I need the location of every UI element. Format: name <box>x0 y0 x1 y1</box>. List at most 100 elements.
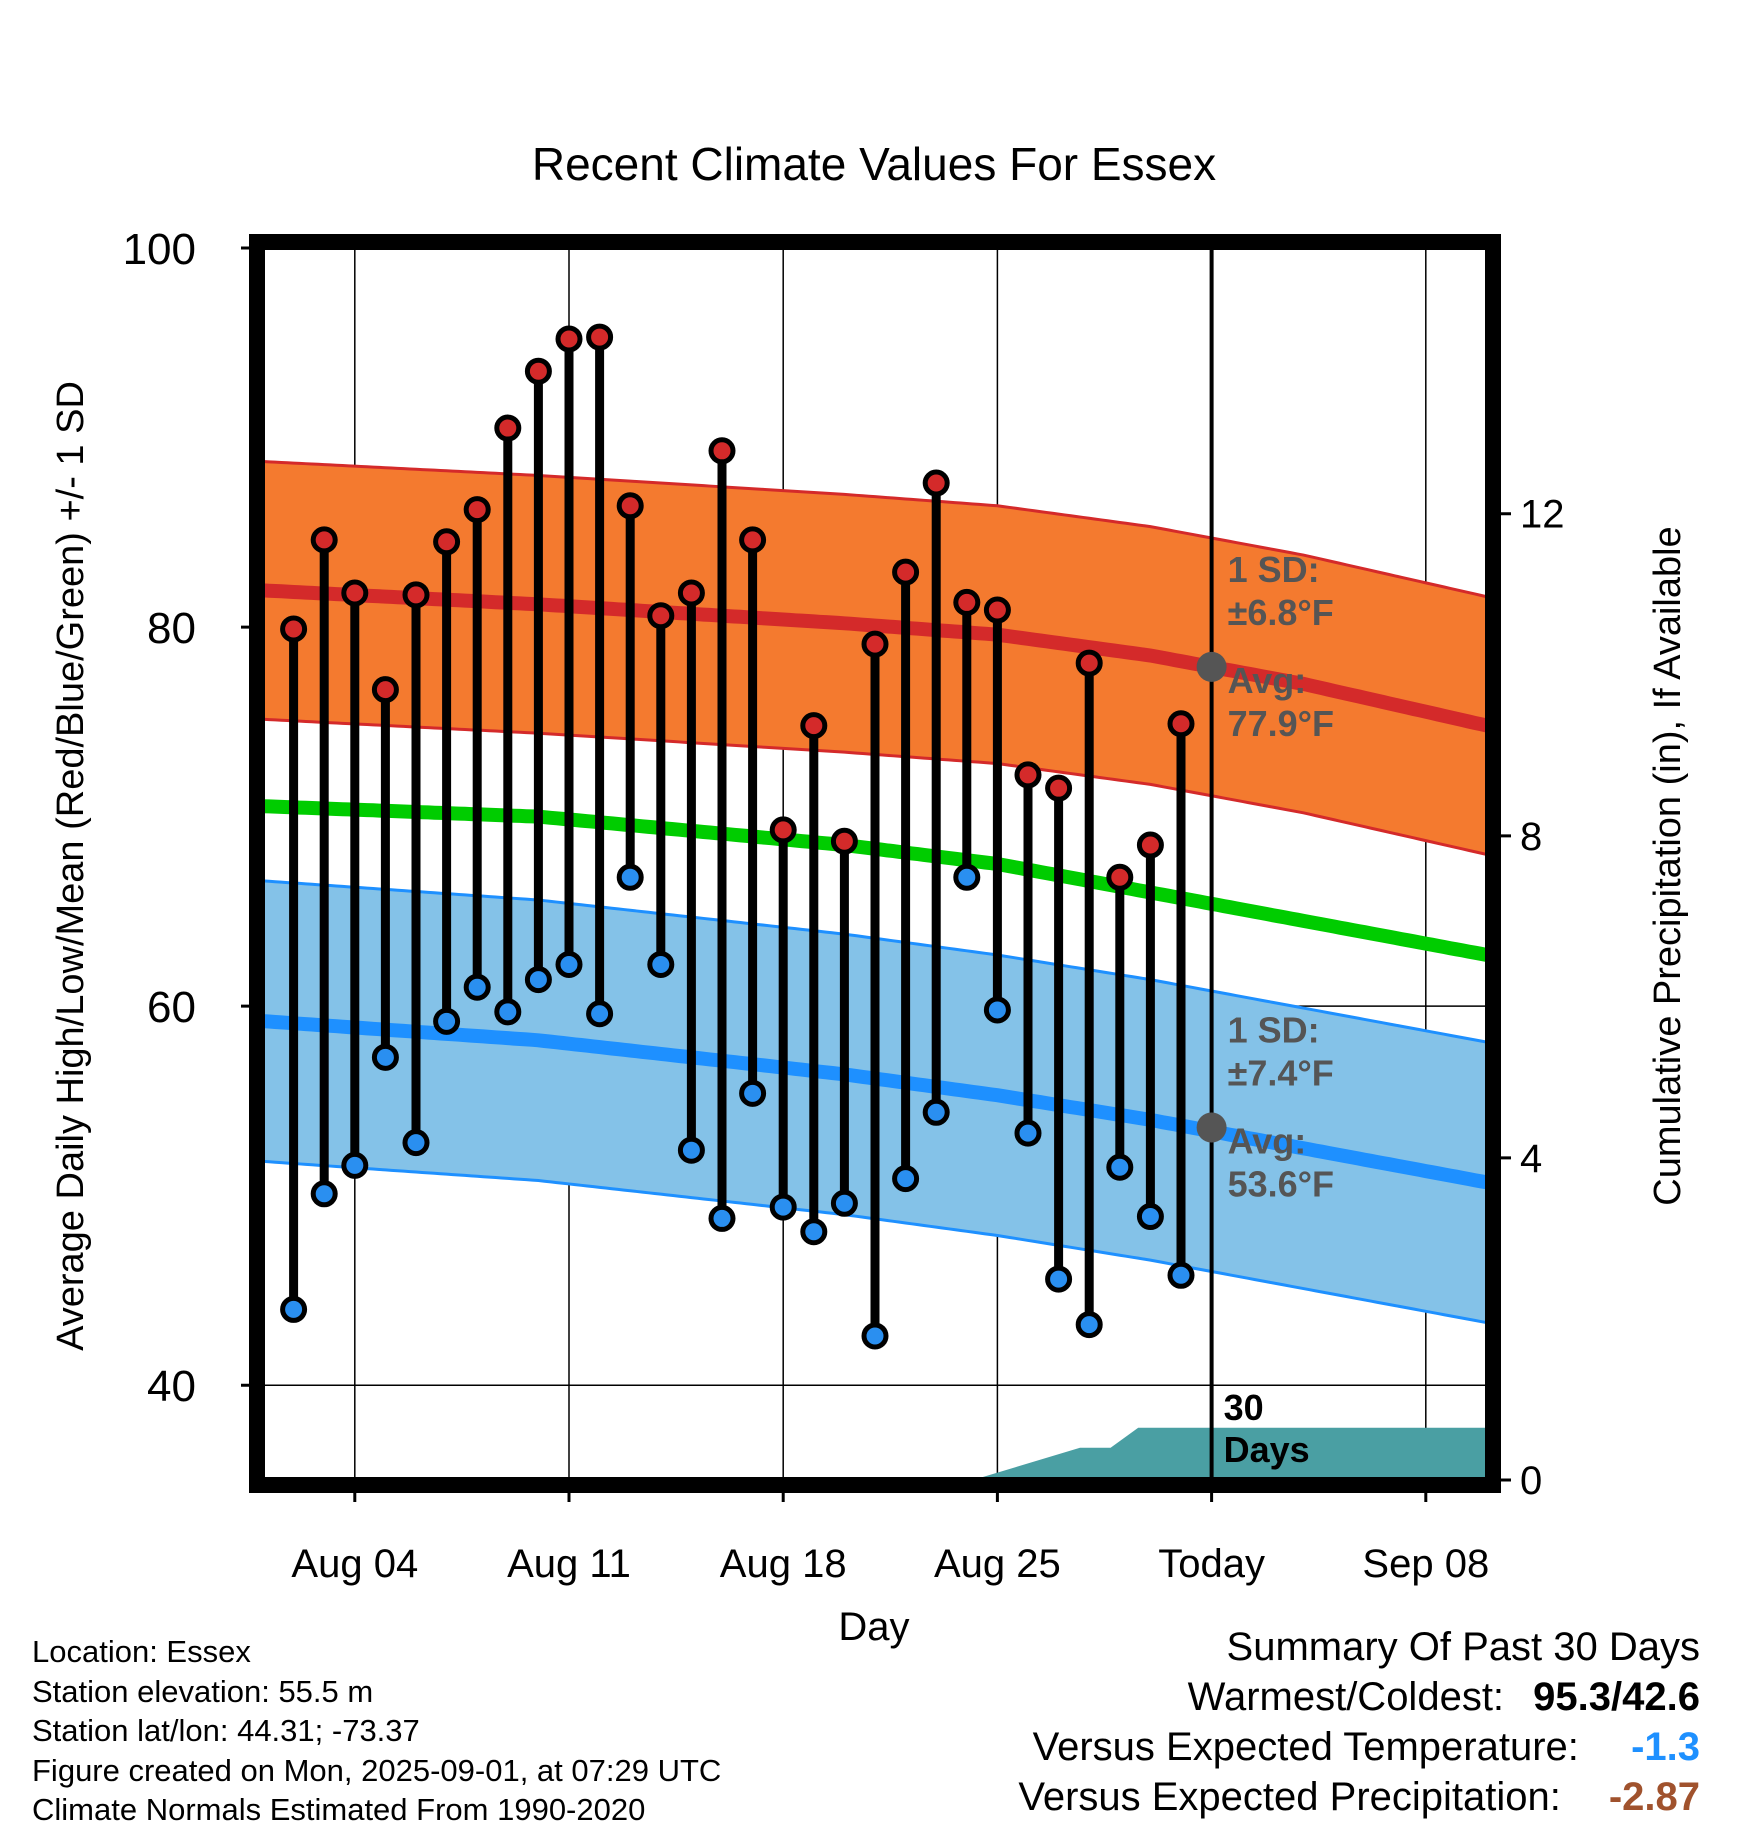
warmest-coldest-row: Warmest/Coldest: 95.3/42.6 <box>1018 1672 1700 1722</box>
daily-high-marker <box>402 581 430 609</box>
daily-high-marker <box>1106 863 1134 891</box>
daily-high-marker <box>1014 761 1042 789</box>
x-tick-label: Aug 11 <box>507 1542 631 1586</box>
daily-low-marker <box>647 950 675 978</box>
daily-low-marker <box>1014 1119 1042 1147</box>
daily-high-marker <box>494 414 522 442</box>
today-low-avg-marker <box>1196 1112 1227 1143</box>
daily-low-marker <box>463 973 491 1001</box>
daily-high-marker <box>524 357 552 385</box>
precipitation-area <box>972 1427 1487 1480</box>
x-tick-label: Aug 18 <box>720 1542 847 1586</box>
low-sd-value: ±7.4°F <box>1228 1052 1334 1093</box>
x-axis-label: Day <box>838 1605 909 1649</box>
daily-high-marker <box>953 588 981 616</box>
daily-high-marker <box>739 526 767 554</box>
daily-high-marker <box>861 630 889 658</box>
window-label-count: 30 <box>1224 1387 1264 1428</box>
daily-high-marker <box>586 323 614 351</box>
created-text: Figure created on Mon, 2025-09-01, at 07… <box>32 1752 722 1788</box>
y2-tick-label: 0 <box>1520 1459 1542 1503</box>
daily-high-marker <box>371 676 399 704</box>
cumulative-precip-area <box>972 1427 1487 1480</box>
low-avg-label: Avg: <box>1228 1120 1307 1161</box>
daily-high-marker <box>892 558 920 586</box>
daily-low-marker <box>983 996 1011 1024</box>
y-axis-label: Average Daily High/Low/Mean (Red/Blue/Gr… <box>50 381 92 1351</box>
daily-high-marker <box>433 528 461 556</box>
daily-range-bars <box>280 248 1214 1480</box>
high-avg-value: 77.9°F <box>1228 703 1334 744</box>
y2-tick-label: 12 <box>1520 493 1565 537</box>
daily-low-marker <box>1045 1265 1073 1293</box>
daily-low-marker <box>402 1129 430 1157</box>
normal-low-sd-band-lower-edge <box>263 1159 1487 1325</box>
high-avg-label: Avg: <box>1228 660 1307 701</box>
latlon-text: Station lat/lon: 44.31; -73.37 <box>32 1713 420 1748</box>
daily-high-marker <box>800 712 828 740</box>
daily-low-marker <box>1136 1203 1164 1231</box>
daily-low-marker <box>953 863 981 891</box>
daily-high-marker <box>922 469 950 497</box>
low-avg-value: 53.6°F <box>1228 1163 1334 1204</box>
daily-low-marker <box>739 1079 767 1107</box>
daily-low-marker <box>769 1193 797 1221</box>
temp-departure-label: Versus Expected Temperature: <box>1032 1725 1579 1769</box>
window-label-unit: Days <box>1224 1429 1310 1470</box>
daily-low-marker <box>616 863 644 891</box>
high-sd-value: ±6.8°F <box>1228 592 1334 633</box>
daily-low-marker <box>371 1043 399 1071</box>
daily-low-marker <box>708 1204 736 1232</box>
high-sd-label: 1 SD: <box>1228 549 1320 590</box>
x-tick-label: Sep 08 <box>1362 1542 1489 1586</box>
location-text: Location: Essex <box>32 1634 251 1669</box>
daily-high-marker <box>1075 649 1103 677</box>
daily-low-marker <box>586 1000 614 1028</box>
x-tick-label: Aug 04 <box>291 1542 418 1586</box>
daily-low-marker <box>861 1322 889 1350</box>
daily-high-marker <box>616 492 644 520</box>
daily-low-marker <box>830 1189 858 1217</box>
precip-departure-label: Versus Expected Precipitation: <box>1018 1775 1561 1819</box>
daily-high-marker <box>830 827 858 855</box>
elevation-text: Station elevation: 55.5 m <box>32 1673 374 1709</box>
summary-title: Summary Of Past 30 Days <box>1226 1625 1700 1669</box>
daily-high-marker <box>708 437 736 465</box>
y2-tick-label: 4 <box>1520 1137 1542 1181</box>
daily-low-marker <box>310 1180 338 1208</box>
daily-low-marker <box>280 1295 308 1323</box>
temp-departure-row: Versus Expected Temperature: -1.3 <box>1018 1722 1700 1772</box>
daily-high-marker <box>1136 831 1164 859</box>
low-sd-label: 1 SD: <box>1228 1009 1320 1050</box>
chart-title: Recent Climate Values For Essex <box>532 138 1216 190</box>
daily-low-marker <box>433 1007 461 1035</box>
warmest-coldest-label: Warmest/Coldest: <box>1187 1675 1505 1719</box>
daily-low-marker <box>494 998 522 1026</box>
daily-low-marker <box>341 1151 369 1179</box>
y-tick-label: 80 <box>147 604 196 653</box>
daily-low-marker <box>1075 1311 1103 1339</box>
precip-departure-value: -2.87 <box>1608 1775 1700 1819</box>
precip-departure-row: Versus Expected Precipitation: -2.87 <box>1018 1772 1700 1822</box>
daily-high-marker <box>280 615 308 643</box>
daily-high-marker <box>310 526 338 554</box>
y-tick-label: 40 <box>147 1362 196 1411</box>
y-tick-label: 100 <box>123 225 196 274</box>
y2-axis-label: Cumulative Precipitation (in), If Availa… <box>1647 526 1689 1205</box>
daily-high-marker <box>1045 774 1073 802</box>
daily-low-marker <box>1167 1261 1195 1289</box>
daily-low-marker <box>555 950 583 978</box>
normal-low-sd-band <box>263 880 1487 1323</box>
daily-low-marker <box>677 1136 705 1164</box>
station-info: Location: Essex Station elevation: 55.5 … <box>32 1632 721 1830</box>
daily-high-marker <box>1167 710 1195 738</box>
y2-tick-label: 8 <box>1520 815 1542 859</box>
daily-low-marker <box>1106 1153 1134 1181</box>
daily-high-marker <box>463 496 491 524</box>
temp-departure-value: -1.3 <box>1631 1725 1700 1769</box>
warmest-coldest-value: 95.3/42.6 <box>1533 1675 1700 1719</box>
plot-frame <box>249 234 1501 1493</box>
daily-low-marker <box>524 966 552 994</box>
